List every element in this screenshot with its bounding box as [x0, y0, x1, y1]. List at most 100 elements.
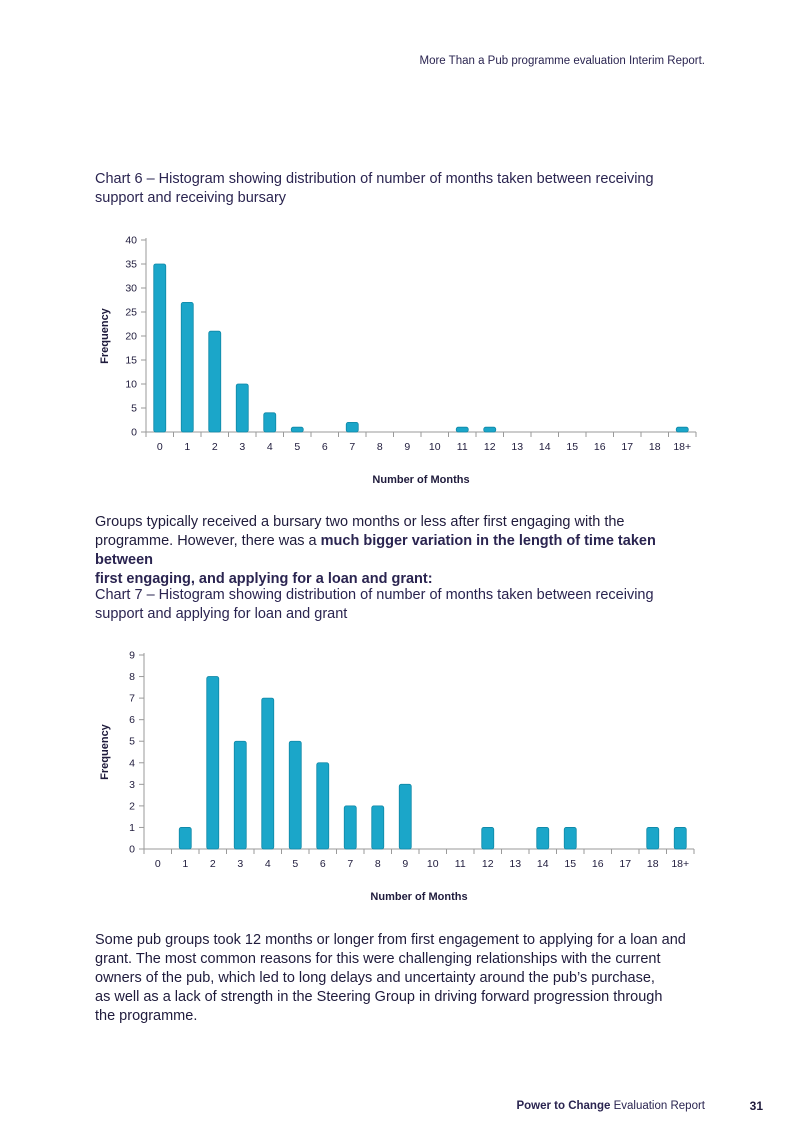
- footer-org: Power to Change: [516, 1100, 611, 1112]
- histogram-bar: [153, 263, 167, 433]
- x-tick-label: 14: [537, 858, 549, 870]
- x-tick-label: 12: [482, 858, 494, 870]
- y-axis-title: Frequency: [99, 307, 111, 364]
- histogram-bar: [345, 421, 359, 433]
- running-header: More Than a Pub programme evaluation Int…: [419, 55, 705, 67]
- chart-7-caption-line-1: Chart 7 – Histogram showing distribution…: [95, 587, 654, 603]
- paragraph-1-line-1: Groups typically received a bursary two …: [95, 514, 625, 530]
- histogram-bar: [261, 697, 275, 850]
- y-tick-label: 40: [125, 235, 137, 247]
- histogram-bar: [483, 426, 497, 433]
- x-tick-label: 13: [511, 441, 523, 453]
- x-tick-label: 8: [377, 441, 383, 453]
- paragraph-2-line-1: Some pub groups took 12 months or longer…: [95, 932, 686, 948]
- y-tick-label: 35: [125, 259, 137, 271]
- x-tick-label: 3: [237, 858, 243, 870]
- histogram-bar: [646, 827, 660, 850]
- paragraph-2-line-2: grant. The most common reasons for this …: [95, 951, 661, 967]
- x-tick-label: 15: [566, 441, 578, 453]
- x-tick-label: 0: [157, 441, 163, 453]
- x-tick-label: 17: [619, 858, 631, 870]
- x-tick-label: 6: [320, 858, 326, 870]
- histogram-bar: [290, 426, 304, 433]
- histogram-bar: [481, 827, 495, 850]
- chart-6-caption-line-2: support and receiving bursary: [95, 190, 287, 206]
- chart-7-caption: Chart 7 – Histogram showing distribution…: [95, 586, 715, 624]
- x-tick-label: 2: [210, 858, 216, 870]
- histogram-bar: [398, 783, 412, 850]
- x-tick-label: 7: [349, 441, 355, 453]
- y-tick-label: 15: [125, 355, 137, 367]
- paragraph-2-line-5: the programme.: [95, 1008, 198, 1024]
- x-tick-label: 3: [239, 441, 245, 453]
- x-tick-label: 16: [592, 858, 604, 870]
- footer-label: Evaluation Report: [610, 1100, 705, 1112]
- y-tick-label: 6: [129, 714, 135, 726]
- y-tick-label: 30: [125, 283, 137, 295]
- paragraph-1-emphasis: much bigger variation in the length of t…: [95, 533, 656, 568]
- y-tick-label: 4: [129, 757, 135, 769]
- y-tick-label: 7: [129, 693, 135, 705]
- x-tick-label: 4: [267, 441, 273, 453]
- x-tick-label: 18+: [673, 441, 691, 453]
- x-tick-label: 12: [484, 441, 496, 453]
- paragraph-2-line-4: as well as a lack of strength in the Ste…: [95, 989, 663, 1005]
- histogram-bar: [675, 426, 689, 433]
- x-tick-label: 7: [347, 858, 353, 870]
- histogram-bar: [206, 676, 220, 850]
- paragraph-2-line-3: owners of the pub, which led to long del…: [95, 970, 655, 986]
- chart-7-caption-line-2: support and applying for loan and grant: [95, 606, 348, 622]
- page-number: 31: [749, 1099, 763, 1113]
- x-tick-label: 1: [182, 858, 188, 870]
- histogram-bar: [180, 302, 194, 433]
- x-tick-label: 4: [265, 858, 271, 870]
- x-axis-title: Number of Months: [372, 474, 469, 486]
- y-tick-label: 8: [129, 671, 135, 683]
- histogram-bar: [316, 762, 330, 850]
- histogram-bar: [536, 827, 550, 850]
- x-tick-label: 16: [594, 441, 606, 453]
- histogram-bar: [235, 383, 249, 433]
- y-axis-title: Frequency: [99, 723, 111, 780]
- x-tick-label: 18+: [671, 858, 689, 870]
- x-tick-label: 18: [647, 858, 659, 870]
- x-tick-label: 18: [649, 441, 661, 453]
- y-tick-label: 10: [125, 379, 137, 391]
- x-tick-label: 13: [509, 858, 521, 870]
- y-tick-label: 5: [131, 403, 137, 415]
- footer-report-name: Power to Change Evaluation Report: [516, 1100, 705, 1112]
- x-tick-label: 11: [455, 858, 466, 870]
- histogram-bar: [371, 805, 385, 850]
- y-tick-label: 5: [129, 736, 135, 748]
- x-tick-label: 8: [375, 858, 381, 870]
- x-tick-label: 10: [427, 858, 439, 870]
- y-tick-label: 2: [129, 800, 135, 812]
- y-tick-label: 0: [129, 844, 135, 856]
- x-axis-title: Number of Months: [370, 891, 467, 903]
- x-tick-label: 1: [184, 441, 190, 453]
- histogram-bar: [455, 426, 469, 433]
- histogram-bar: [673, 827, 687, 850]
- x-tick-label: 9: [404, 441, 410, 453]
- histogram-bar: [288, 740, 302, 850]
- y-tick-label: 9: [129, 650, 135, 662]
- histogram-bar: [233, 740, 247, 850]
- y-tick-label: 1: [129, 822, 135, 834]
- paragraph-loan-timing: Some pub groups took 12 months or longer…: [95, 931, 710, 1026]
- x-tick-label: 10: [429, 441, 441, 453]
- x-tick-label: 15: [564, 858, 576, 870]
- chart-6-caption-line-1: Chart 6 – Histogram showing distribution…: [95, 171, 654, 187]
- y-tick-label: 20: [125, 331, 137, 343]
- x-tick-label: 5: [292, 858, 298, 870]
- x-tick-label: 17: [621, 441, 633, 453]
- paragraph-1-line-2a: programme. However, there was a: [95, 533, 321, 549]
- x-tick-label: 14: [539, 441, 551, 453]
- y-tick-label: 0: [131, 427, 137, 439]
- histogram-bar: [563, 827, 577, 850]
- y-tick-label: 3: [129, 779, 135, 791]
- paragraph-bursary-timing: Groups typically received a bursary two …: [95, 513, 710, 589]
- histogram-bar: [343, 805, 357, 850]
- histogram-bar: [208, 330, 222, 433]
